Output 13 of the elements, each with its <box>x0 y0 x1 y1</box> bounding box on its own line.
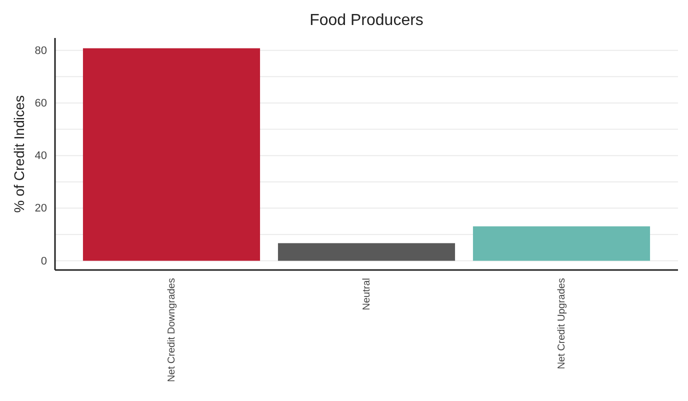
x-tick-label: Neutral <box>362 278 373 310</box>
y-tick-label: 0 <box>40 255 47 268</box>
bar <box>278 243 456 261</box>
y-tick-label: 40 <box>34 150 47 162</box>
y-tick-label: 60 <box>34 97 47 110</box>
y-axis-title: % of Credit Indices <box>11 95 27 213</box>
x-tick-label: Net Credit Downgrades <box>166 278 178 382</box>
y-tick-label: 20 <box>34 202 47 215</box>
bar <box>472 226 650 261</box>
bar <box>82 48 260 261</box>
x-tick-label: Net Credit Upgrades <box>556 278 568 370</box>
y-tick-label: 80 <box>34 44 47 57</box>
chart-title: Food Producers <box>310 12 424 29</box>
